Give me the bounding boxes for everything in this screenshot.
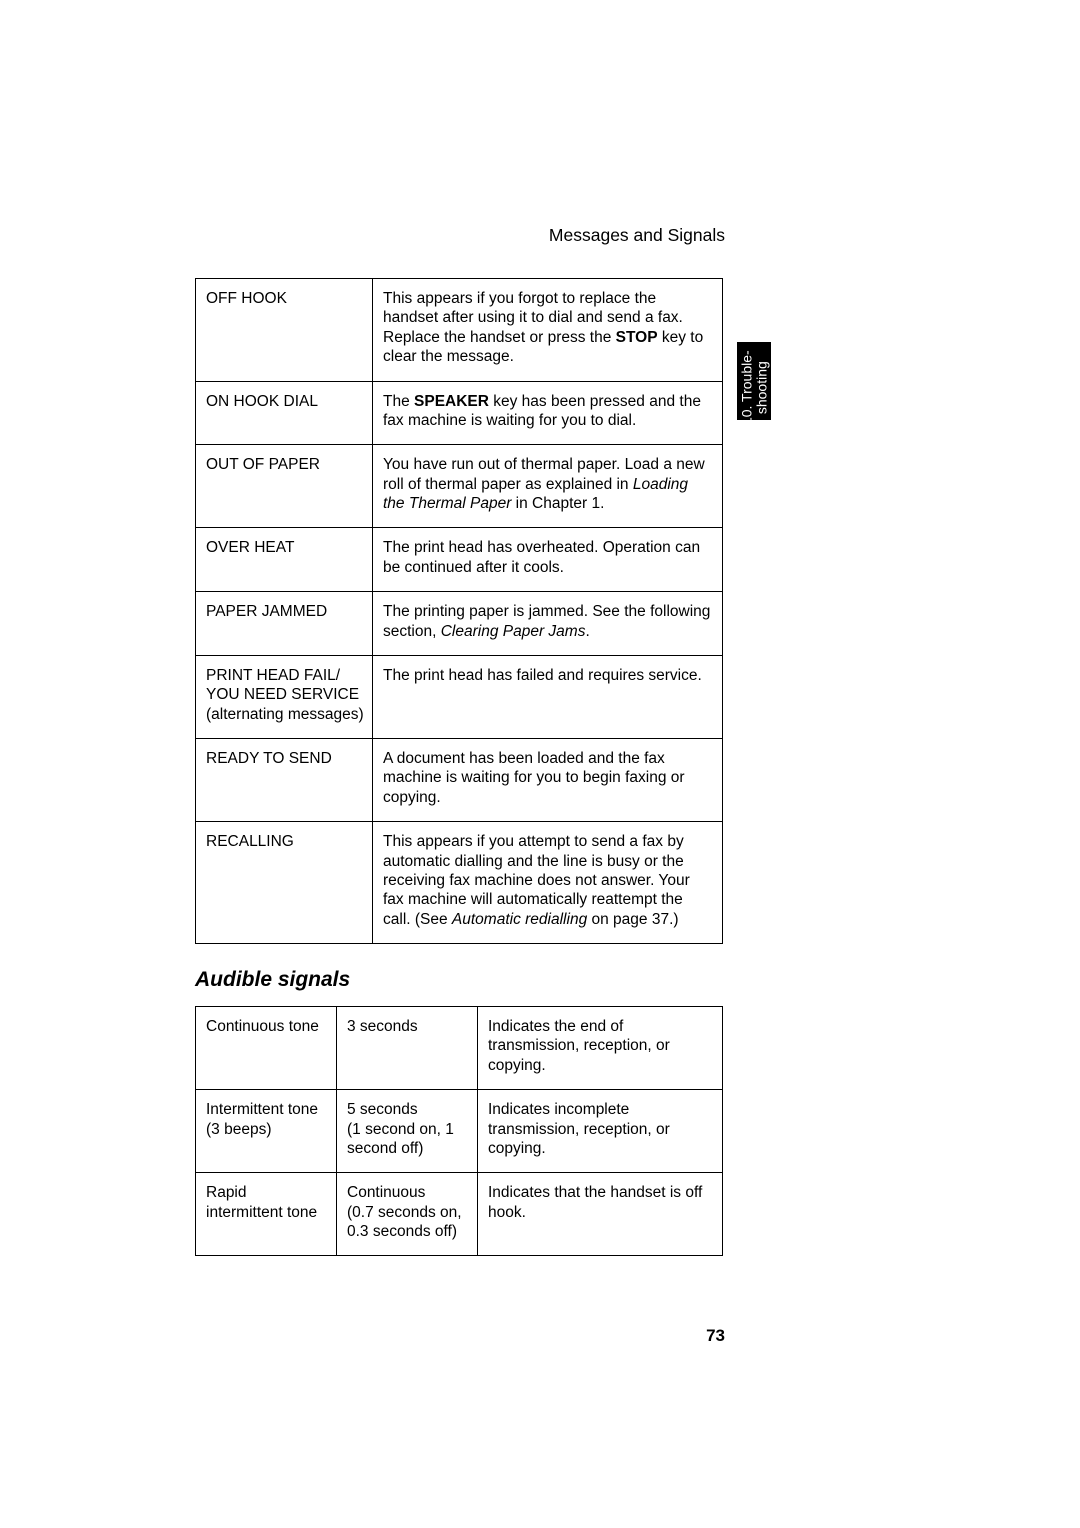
signal-meaning: Indicates that the handset is off hook. [478, 1173, 723, 1256]
table-row: OFF HOOKThis appears if you forgot to re… [196, 279, 723, 382]
message-label: OUT OF PAPER [196, 445, 373, 528]
signal-name: Continuous tone [196, 1007, 337, 1090]
message-description: The print head has failed and requires s… [373, 655, 723, 738]
page-number: 73 [706, 1326, 725, 1346]
table-row: Intermittent tone (3 beeps)5 seconds(1 s… [196, 1090, 723, 1173]
message-label: OVER HEAT [196, 528, 373, 592]
message-label: PRINT HEAD FAIL/YOU NEED SERVICE(alterna… [196, 655, 373, 738]
message-description: The print head has overheated. Operation… [373, 528, 723, 592]
messages-table: OFF HOOKThis appears if you forgot to re… [195, 278, 723, 944]
table-row: Continuous tone3 secondsIndicates the en… [196, 1007, 723, 1090]
message-description: A document has been loaded and the fax m… [373, 739, 723, 822]
signal-duration: 3 seconds [337, 1007, 478, 1090]
signal-name: Rapid intermittent tone [196, 1173, 337, 1256]
message-description: The SPEAKER key has been pressed and the… [373, 381, 723, 445]
signal-duration: Continuous(0.7 seconds on, 0.3 seconds o… [337, 1173, 478, 1256]
table-row: Rapid intermittent toneContinuous(0.7 se… [196, 1173, 723, 1256]
message-description: This appears if you attempt to send a fa… [373, 822, 723, 944]
signal-meaning: Indicates incomplete transmission, recep… [478, 1090, 723, 1173]
signal-duration: 5 seconds(1 second on, 1 second off) [337, 1090, 478, 1173]
message-label: RECALLING [196, 822, 373, 944]
message-label: PAPER JAMMED [196, 592, 373, 656]
page-header: Messages and Signals [195, 225, 725, 246]
message-label: ON HOOK DIAL [196, 381, 373, 445]
side-tab-troubleshooting: 10. Trouble- shooting [737, 342, 771, 420]
side-tab-line2: shooting [753, 361, 769, 414]
message-description: This appears if you forgot to replace th… [373, 279, 723, 382]
signals-table: Continuous tone3 secondsIndicates the en… [195, 1006, 723, 1256]
message-label: READY TO SEND [196, 739, 373, 822]
table-row: OUT OF PAPERYou have run out of thermal … [196, 445, 723, 528]
side-tab-line1: 10. Trouble- [738, 350, 754, 425]
message-description: The printing paper is jammed. See the fo… [373, 592, 723, 656]
section-title-audible: Audible signals [195, 968, 725, 992]
table-row: PRINT HEAD FAIL/YOU NEED SERVICE(alterna… [196, 655, 723, 738]
table-row: PAPER JAMMEDThe printing paper is jammed… [196, 592, 723, 656]
table-row: RECALLINGThis appears if you attempt to … [196, 822, 723, 944]
table-row: READY TO SENDA document has been loaded … [196, 739, 723, 822]
table-row: ON HOOK DIALThe SPEAKER key has been pre… [196, 381, 723, 445]
signal-meaning: Indicates the end of transmission, recep… [478, 1007, 723, 1090]
table-row: OVER HEATThe print head has overheated. … [196, 528, 723, 592]
signal-name: Intermittent tone (3 beeps) [196, 1090, 337, 1173]
message-description: You have run out of thermal paper. Load … [373, 445, 723, 528]
message-label: OFF HOOK [196, 279, 373, 382]
